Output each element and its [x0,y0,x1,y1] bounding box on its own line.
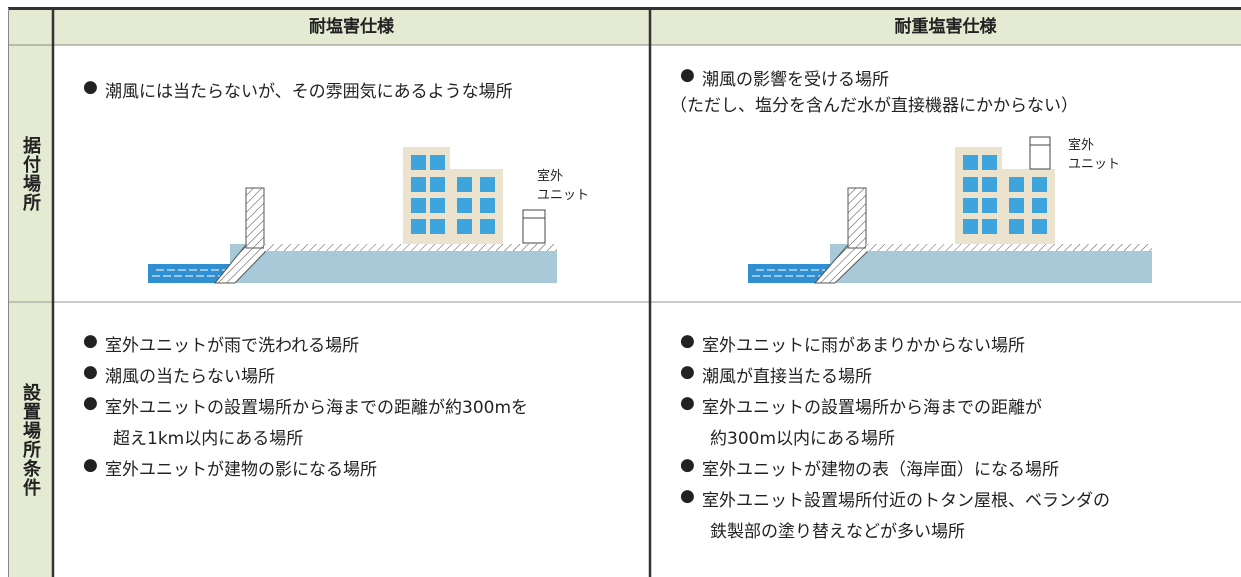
bullet: ● [83,331,98,351]
bullet: ● [83,393,98,413]
item-text: 潮風が直接当たる場所 [702,367,872,387]
bullet: ● [680,362,695,382]
unit-label: ユニット [1068,157,1121,172]
column-header: 耐塩害仕様 [309,17,394,37]
column-header: 耐重塩害仕様 [894,17,997,37]
unit-label: 室外 [537,169,564,184]
bullet: ● [83,455,98,475]
row-label: 据付場所 [20,135,41,212]
row-label: 設置場所条件 [20,382,41,497]
bullet: ● [680,455,695,475]
unit-label: ユニット [537,188,590,203]
item-text: 潮風の当たらない場所 [105,367,275,387]
illustration [148,147,557,284]
item-text: 室外ユニット設置場所付近のトタン屋根、ベランダの [702,491,1110,511]
bullet: ● [680,65,695,85]
bullet: ● [680,486,695,506]
item-text: 約300m以内にある場所 [710,429,896,449]
bullet: ● [83,77,98,97]
note: （ただし、塩分を含んだ水が直接機器にかからない） [670,96,1078,116]
item-text: 鉄製部の塗り替えなどが多い場所 [710,522,965,542]
item-text: 室外ユニットに雨があまりかからない場所 [702,336,1025,356]
item-text: 室外ユニットの設置場所から海までの距離が約300mを [105,398,529,418]
item-text: 室外ユニットが建物の影になる場所 [105,460,377,480]
bullet: ● [680,393,695,413]
illustration [748,136,1152,284]
item-text: 潮風の影響を受ける場所 [702,70,889,90]
bullet: ● [83,362,98,382]
item-text: 室外ユニットの設置場所から海までの距離が [702,398,1042,418]
item-text: 超え1km以内にある場所 [113,429,304,449]
item-text: 室外ユニットが建物の表（海岸面）になる場所 [702,460,1059,480]
unit-label: 室外 [1068,138,1095,153]
item-text: 潮風には当たらないが、その雰囲気にあるような場所 [105,82,513,102]
bullet: ● [680,331,695,351]
item-text: 室外ユニットが雨で洗われる場所 [105,336,360,356]
